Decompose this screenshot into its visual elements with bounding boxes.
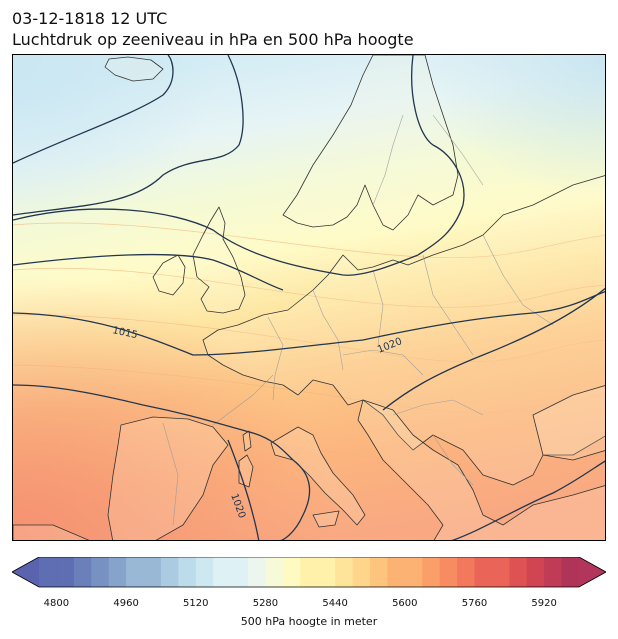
colorbar-segment <box>195 557 214 587</box>
colorbar-segment <box>108 557 127 587</box>
isobars <box>13 55 605 540</box>
colorbar-tick-label: 5120 <box>183 598 209 609</box>
isobar-south <box>13 384 311 540</box>
colorbar-extend-high <box>579 557 606 587</box>
colorbar-segment <box>39 557 57 587</box>
colorbar-segment <box>126 557 145 587</box>
colorbar-tick-label: 5280 <box>252 598 279 609</box>
colorbar-tick-label: 5600 <box>392 598 418 609</box>
colorbar-segment <box>300 557 319 587</box>
colorbar-segment <box>439 557 458 587</box>
colorbar-segment <box>178 557 197 587</box>
colorbar-segments <box>12 557 606 587</box>
colorbar-segment <box>352 557 371 587</box>
colorbar-segment <box>213 557 232 587</box>
isobar-north <box>13 55 244 216</box>
sicily-coast <box>312 510 340 528</box>
britain-coast <box>192 206 246 314</box>
colorbar-segment <box>282 557 301 587</box>
colorbar-tick-label: 5760 <box>461 598 488 609</box>
colorbar-outline <box>12 557 606 588</box>
weather-map: 1015 1020 1020 <box>12 54 606 541</box>
africa-coast <box>13 524 90 540</box>
isobar-south2 <box>227 439 260 540</box>
isobar-atlantic <box>13 253 284 291</box>
map-title: Luchtdruk op zeeniveau in hPa en 500 hPa… <box>12 30 414 49</box>
height-contours <box>13 222 605 466</box>
colorbar-segment <box>544 557 563 587</box>
corsica-coast <box>242 430 252 452</box>
coastlines <box>13 55 605 540</box>
isobar-russia <box>411 55 465 256</box>
map-datetime: 03-12-1818 12 UTC <box>12 9 168 28</box>
colorbar-segment <box>387 557 406 587</box>
continent-coast <box>202 175 605 486</box>
colorbar-segment <box>491 557 510 587</box>
iberia-coast <box>107 416 229 540</box>
colorbar-segment <box>509 557 528 587</box>
isobar-east-1020 <box>382 287 605 411</box>
colorbar-segment <box>335 557 354 587</box>
colorbar-segment <box>230 557 249 587</box>
colorbar-segment <box>248 557 266 587</box>
colorbar-tick-label: 5440 <box>322 598 348 609</box>
colorbar-segment <box>56 557 75 587</box>
isobar-nw-low <box>13 55 174 164</box>
colorbar-label: 500 hPa hoogte in meter <box>240 615 378 628</box>
colorbar-segment <box>457 557 475 587</box>
colorbar-tick-label: 4960 <box>113 598 139 609</box>
colorbar-extend-low <box>12 557 39 587</box>
colorbar-segment <box>317 557 336 587</box>
isobar-northsea <box>13 208 419 276</box>
colorbar-tick-label: 5920 <box>531 598 557 609</box>
balkans-coast <box>357 399 605 540</box>
colorbar <box>12 557 606 588</box>
colorbar-segment <box>526 557 545 587</box>
height-field <box>13 55 605 540</box>
colorbar-segment <box>404 557 423 587</box>
isobar-se <box>451 460 605 540</box>
colorbar-segment <box>160 557 179 587</box>
turkey-coast <box>532 385 605 461</box>
colorbar-tick-label: 4800 <box>43 598 70 609</box>
scandinavia-coast <box>282 55 459 231</box>
colorbar-segment <box>73 557 92 587</box>
colorbar-segment <box>561 557 580 587</box>
colorbar-segment <box>422 557 441 587</box>
isobar-central-high <box>13 290 605 356</box>
colorbar-segment <box>369 557 388 587</box>
iceland-coast <box>104 56 164 82</box>
colorbar-segment <box>91 557 110 587</box>
isobar-label-1015: 1015 <box>111 325 138 341</box>
colorbar-segment <box>474 557 493 587</box>
ireland-coast <box>152 254 186 296</box>
country-borders <box>162 114 554 526</box>
colorbar-segment <box>143 557 162 587</box>
colorbar-segment <box>265 557 284 587</box>
